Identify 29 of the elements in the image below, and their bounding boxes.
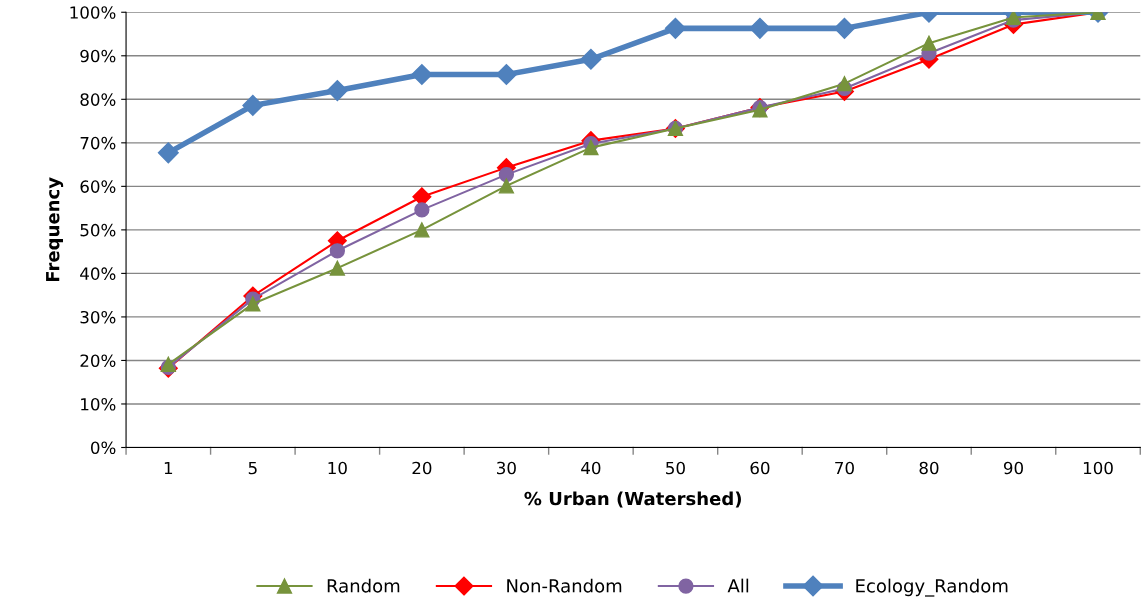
y-axis-title: Frequency <box>46 177 64 282</box>
y-tick-label: 40% <box>80 267 116 280</box>
x-axis-title: % Urban (Watershed) <box>524 491 741 508</box>
y-tick-label: 70% <box>80 136 116 150</box>
y-tick-label: 10% <box>81 397 116 411</box>
x-tick-label: 1 <box>164 461 173 475</box>
legend-label: Non-Random <box>507 578 622 593</box>
y-tick-label: 90% <box>80 49 116 63</box>
y-tick-label: 20% <box>80 354 116 368</box>
x-tick-label: 20 <box>412 461 432 475</box>
x-tick-label: 60 <box>750 461 770 475</box>
x-tick-label: 10 <box>328 461 347 475</box>
y-tick-label: 50% <box>80 223 116 237</box>
y-tick-label: 0% <box>91 441 116 455</box>
x-tick-label: 70 <box>835 461 854 475</box>
x-tick-label: 30 <box>497 461 516 475</box>
legend-label: Ecology_Random <box>856 578 1008 597</box>
x-tick-label: 100 <box>1083 461 1113 475</box>
legend-label: All <box>727 578 749 593</box>
y-tick-label: 80% <box>80 93 116 106</box>
y-tick-label: 30% <box>80 310 116 324</box>
x-tick-label: 40 <box>581 461 601 475</box>
legend-label: Random <box>327 578 400 593</box>
x-tick-label: 5 <box>248 461 257 475</box>
x-tick-label: 50 <box>666 461 685 475</box>
x-tick-label: 90 <box>1003 461 1023 475</box>
x-tick-label: 80 <box>919 461 939 475</box>
y-tick-label: 100% <box>70 6 116 19</box>
y-tick-label: 60% <box>80 180 116 193</box>
